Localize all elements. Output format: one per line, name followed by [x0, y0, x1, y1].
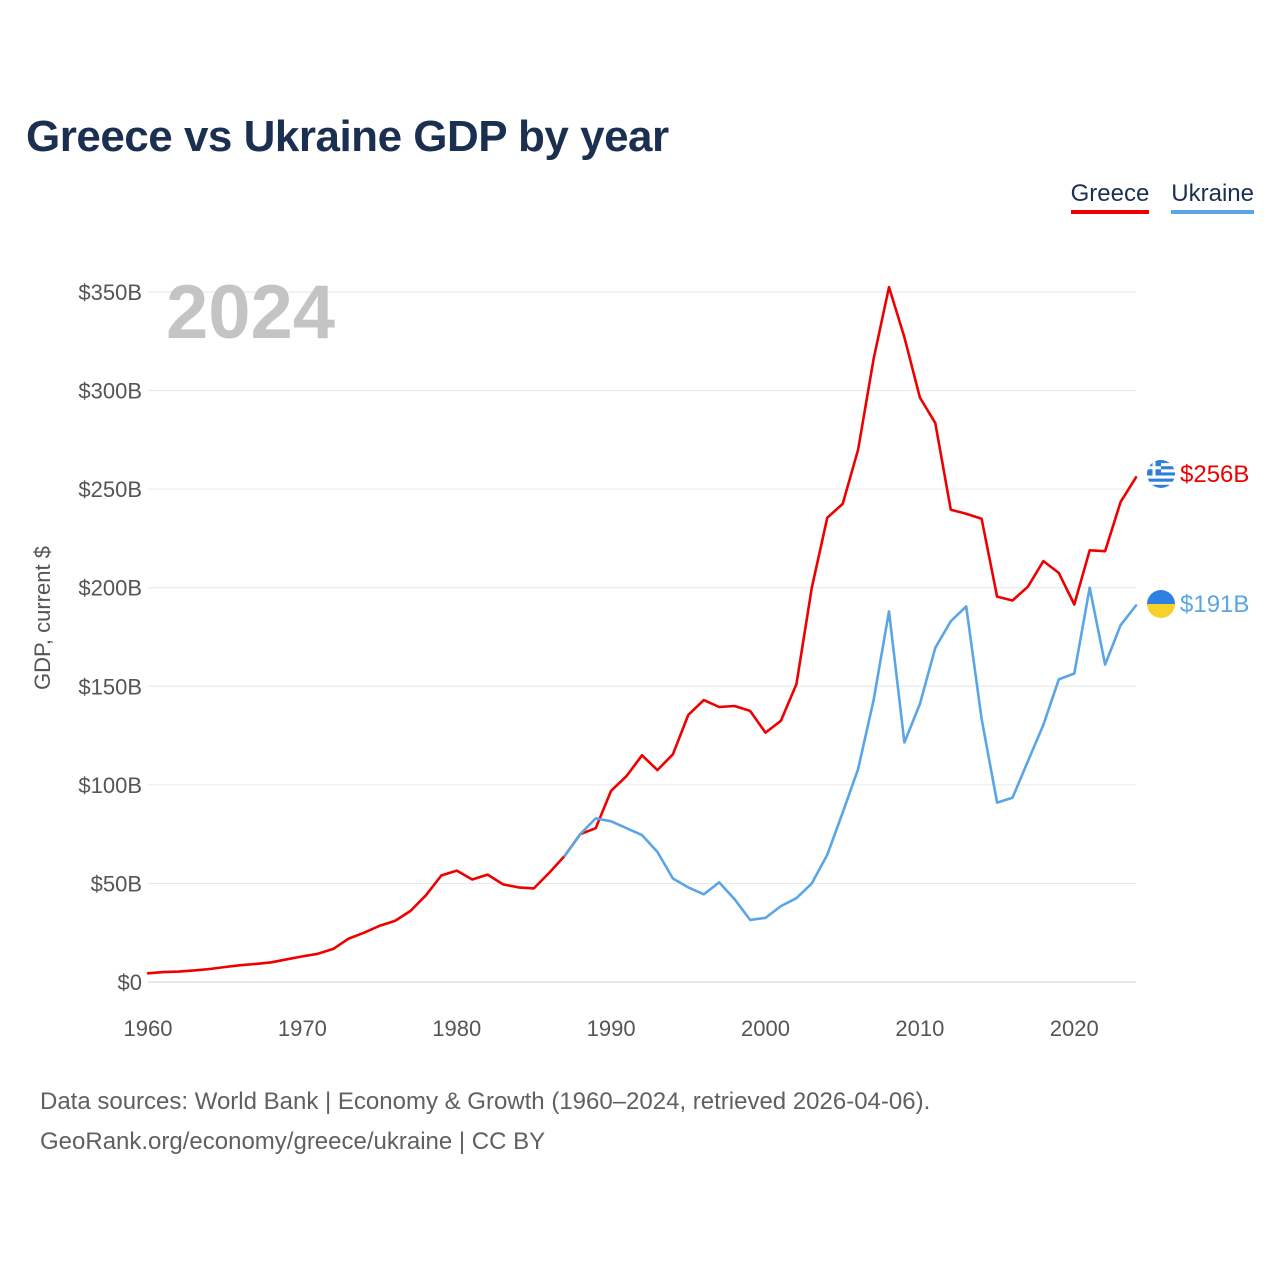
x-tick-label: 1990 — [587, 1016, 636, 1041]
x-tick-label: 1980 — [432, 1016, 481, 1041]
legend-item-greece[interactable]: Greece — [1070, 180, 1150, 214]
y-tick-label: $150B — [78, 674, 142, 699]
series-line-ukraine[interactable] — [563, 586, 1138, 922]
greece-flag-icon — [1147, 460, 1175, 488]
y-tick-label: $250B — [78, 477, 142, 502]
y-tick-label: $350B — [78, 280, 142, 305]
source-line-2: GeoRank.org/economy/greece/ukraine | CC … — [40, 1128, 546, 1155]
end-markers: $256B $191B — [1147, 460, 1249, 618]
legend-item-ukraine[interactable]: Ukraine — [1171, 180, 1254, 214]
y-axis: $0 $50B $100B $150B $200B $250B $300B $350B — [78, 280, 142, 995]
greece-end-value: $256B — [1180, 461, 1249, 488]
legend: Greece Ukraine — [1070, 180, 1254, 214]
year-overlay: 2024 — [166, 270, 335, 355]
ukraine-end-value: $191B — [1180, 591, 1249, 618]
x-tick-label: 2010 — [895, 1016, 944, 1041]
x-tick-label: 1970 — [278, 1016, 327, 1041]
x-tick-label: 1960 — [124, 1016, 173, 1041]
grid-lines — [148, 291, 1136, 983]
page-title: Greece vs Ukraine GDP by year — [26, 112, 669, 161]
x-axis: 1960 1970 1980 1990 2000 2010 2020 — [124, 1016, 1099, 1041]
y-axis-title: GDP, current $ — [30, 546, 55, 690]
ukraine-flag-icon — [1147, 590, 1175, 618]
y-tick-label: $200B — [78, 576, 142, 601]
y-tick-label: $100B — [78, 773, 142, 798]
source-line-1: Data sources: World Bank | Economy & Gro… — [40, 1088, 931, 1115]
x-tick-label: 2000 — [741, 1016, 790, 1041]
y-tick-label: $50B — [91, 871, 142, 896]
series-lines — [146, 285, 1138, 975]
series-line-greece[interactable] — [146, 285, 1138, 975]
y-tick-label: $0 — [118, 970, 142, 995]
source-note: Data sources: World Bank | Economy & Gro… — [40, 1082, 930, 1162]
x-tick-label: 2020 — [1050, 1016, 1099, 1041]
y-tick-label: $300B — [78, 379, 142, 404]
